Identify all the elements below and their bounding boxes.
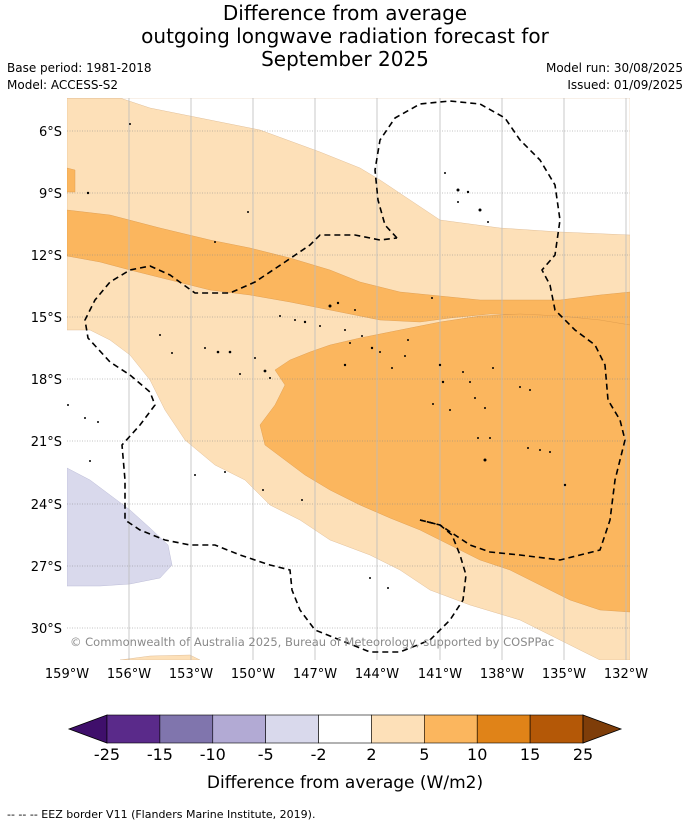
lon-label: 132°W [604, 667, 648, 682]
anomaly-region-5-10-west [67, 167, 76, 193]
colorbar-swatch [159, 714, 214, 744]
title-line-1: Difference from average [222, 1, 468, 25]
colorbar-tick-label: -10 [200, 745, 226, 764]
lat-label: 30°S [31, 622, 62, 637]
model-name: Model: ACCESS-S2 [7, 78, 119, 92]
colorbar-tick-label: -5 [258, 745, 274, 764]
colorbar-legend: -25 -15 -10 -5 -2 2 5 10 15 25 [67, 714, 623, 764]
colorbar-tick-label: 2 [366, 745, 376, 764]
colorbar-swatch [318, 714, 372, 744]
lon-label: 156°W [107, 667, 151, 682]
colorbar-tick-label: 25 [573, 745, 593, 764]
anomaly-region-5-10-south [259, 313, 630, 613]
colorbar-tick-label: -15 [147, 745, 173, 764]
lat-label: 12°S [31, 249, 62, 264]
meridian-lines [128, 98, 627, 660]
colorbar-arrow-low [67, 714, 108, 744]
colorbar-tick-label: 5 [419, 745, 429, 764]
lat-label: 6°S [39, 125, 62, 140]
forecast-map: © Commonwealth of Australia 2025, Bureau… [31, 98, 648, 793]
copyright-notice: © Commonwealth of Australia 2025, Bureau… [70, 635, 554, 649]
colorbar-swatch [212, 714, 266, 744]
eez-border-east [374, 100, 626, 561]
model-run: Model run: 30/08/2025 [545, 61, 683, 75]
issued-date: Issued: 01/09/2025 [567, 78, 683, 92]
meta-left: Base period: 1981-2018 Model: ACCESS-S2 [7, 60, 152, 94]
title-line-3: September 2025 [261, 47, 429, 71]
anomaly-region-5-10-north [67, 209, 630, 326]
lat-label: 27°S [31, 560, 62, 575]
colorbar-tick-label: 10 [467, 745, 487, 764]
lon-label: 135°W [542, 667, 586, 682]
lat-label: 24°S [31, 498, 62, 513]
neutral-region-northwest [67, 98, 630, 236]
longitude-labels: 159°W 156°W 153°W 150°W 147°W 144°W 141°… [45, 667, 648, 682]
lat-label: 9°S [39, 187, 62, 202]
map-plot-area: © Commonwealth of Australia 2025, Bureau… [67, 98, 630, 660]
colorbar-swatch [106, 714, 161, 744]
colorbar-swatch [424, 714, 478, 744]
title-line-2: outgoing longwave radiation forecast for [141, 24, 549, 48]
lat-label: 18°S [31, 373, 62, 388]
lon-label: 138°W [480, 667, 524, 682]
latitude-labels: 6°S 9°S 12°S 15°S 18°S 21°S 24°S 27°S 30… [31, 125, 62, 637]
island-markers [67, 123, 567, 589]
colorbar-swatch [529, 714, 584, 744]
lat-label: 15°S [31, 311, 62, 326]
colorbar-swatch [371, 714, 425, 744]
lon-label: 144°W [355, 667, 399, 682]
lon-label: 147°W [293, 667, 337, 682]
meta-right: Model run: 30/08/2025 Issued: 01/09/2025 [546, 60, 683, 94]
lon-label: 159°W [45, 667, 89, 682]
lon-label: 153°W [169, 667, 213, 682]
map-title: Difference from average outgoing longwav… [0, 2, 690, 71]
lat-label: 21°S [31, 435, 62, 450]
colorbar-tick-label: -2 [311, 745, 327, 764]
base-period: Base period: 1981-2018 [7, 61, 152, 75]
eez-footnote: -- -- -- EEZ border V11 (Flanders Marine… [7, 808, 316, 821]
colorbar-tick-label: -25 [94, 745, 120, 764]
legend-title: Difference from average (W/m2) [207, 773, 483, 793]
colorbar-tick-label: 15 [520, 745, 540, 764]
lon-label: 150°W [231, 667, 275, 682]
lon-label: 141°W [418, 667, 462, 682]
colorbar-swatch [265, 714, 319, 744]
anomaly-region-neg-2-5 [67, 467, 173, 587]
anomaly-region-2-5-south [119, 654, 201, 660]
colorbar-swatch [476, 714, 531, 744]
colorbar-arrow-high [582, 714, 623, 744]
